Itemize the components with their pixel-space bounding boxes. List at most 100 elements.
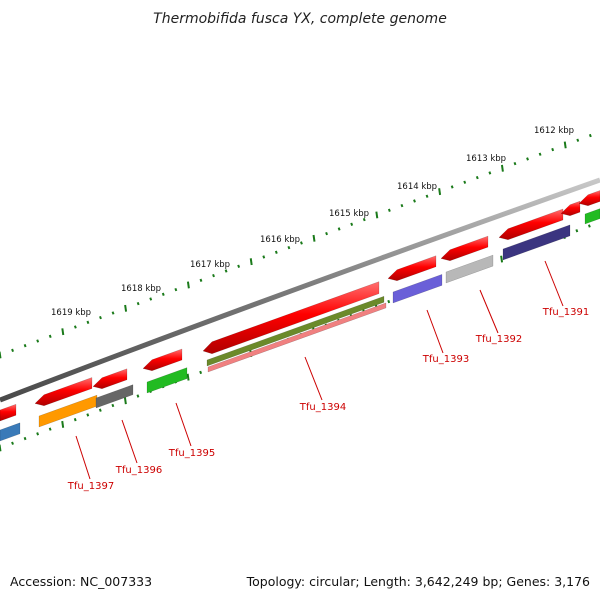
kbp-label: 1616 kbp — [260, 235, 300, 245]
scale-tick — [174, 287, 178, 292]
gene-bar-tfu-1396 — [95, 384, 134, 409]
cds-arrow — [92, 368, 128, 390]
scale-tick — [551, 147, 555, 152]
leader-line — [479, 289, 499, 334]
scale-tick — [23, 344, 27, 348]
scale-tick — [563, 141, 567, 149]
scale-tick — [186, 281, 190, 289]
map-title: Thermobifida fusca YX, complete genome — [153, 11, 447, 27]
cds-arrow — [560, 200, 581, 217]
scale-tick — [400, 203, 404, 208]
cds-arrow — [34, 377, 93, 407]
scale-tick — [111, 311, 115, 315]
scale-tick — [99, 315, 102, 320]
scale-tick — [73, 418, 77, 422]
scale-tick — [350, 222, 354, 226]
scale-tick — [362, 217, 366, 222]
gene-bar — [0, 422, 21, 442]
gene-label-tfu-1394[interactable]: Tfu_1394 — [299, 402, 346, 413]
gene-bar-tfu-1391 — [502, 224, 571, 261]
leader-line — [121, 419, 138, 464]
leader-line — [175, 402, 192, 447]
scale-tick — [36, 339, 40, 343]
scale-tick — [11, 348, 14, 352]
scale-tick — [111, 403, 115, 408]
accession-text: Accession: NC_007333 — [10, 574, 152, 589]
scale-tick — [438, 188, 442, 196]
scale-tick — [387, 208, 391, 212]
scale-tick — [199, 370, 203, 375]
scale-tick — [237, 264, 241, 268]
cds-arrow — [0, 403, 17, 422]
scale-track — [0, 133, 592, 359]
scale-tick — [274, 250, 278, 254]
leader-line — [304, 356, 323, 401]
scale-tick — [86, 320, 90, 324]
scale-tick — [375, 211, 379, 219]
scale-tick — [413, 199, 416, 203]
scale-tick — [23, 436, 27, 441]
gene-bar — [584, 208, 600, 225]
scale-tick — [526, 157, 529, 161]
scale-tick — [249, 258, 253, 266]
kbp-label: 1613 kbp — [466, 154, 506, 164]
scale-tick — [538, 152, 542, 156]
scale-tick — [463, 180, 467, 184]
scale-tick — [48, 334, 52, 338]
scale-tick — [300, 241, 303, 245]
gene-labels: Tfu_1391 Tfu_1392 Tfu_1393 Tfu_1394 Tfu_… — [67, 307, 589, 492]
gene-label-tfu-1397[interactable]: Tfu_1397 — [67, 481, 114, 492]
gene-label-tfu-1395[interactable]: Tfu_1395 — [168, 448, 215, 459]
scale-tick — [224, 269, 228, 273]
scale-tick — [98, 408, 102, 412]
scale-tick — [73, 325, 77, 329]
scale-tick — [86, 413, 90, 417]
kbp-label: 1615 kbp — [329, 209, 369, 219]
kbp-label: 1614 kbp — [397, 182, 437, 192]
scale-tick — [136, 394, 140, 398]
cds-arrow — [578, 190, 600, 207]
scale-tick — [61, 420, 65, 428]
scale-tick — [136, 301, 140, 306]
scale-tick — [161, 292, 165, 296]
scale-tick — [199, 278, 203, 282]
leader-line — [426, 309, 444, 354]
scale-tick — [287, 245, 291, 250]
gene-label-tfu-1391[interactable]: Tfu_1391 — [542, 307, 589, 318]
scale-tick — [425, 194, 429, 198]
scale-tick — [124, 304, 128, 312]
scale-tick — [186, 373, 190, 381]
cds-arrow — [142, 348, 183, 372]
scale-tick — [11, 441, 14, 445]
scale-tick — [500, 164, 504, 172]
gene-bar-tfu-1394 — [207, 302, 387, 373]
scale-tick — [387, 299, 391, 304]
gene-label-tfu-1393[interactable]: Tfu_1393 — [422, 354, 469, 365]
leader-line — [544, 260, 564, 307]
scale-tick — [337, 227, 341, 231]
gene-bar-tfu-1395 — [146, 367, 188, 394]
scale-tick — [575, 229, 579, 233]
genome-backbone — [0, 177, 600, 403]
gene-bar-tfu-1393 — [392, 274, 443, 304]
cds-arrow — [387, 255, 437, 282]
scale-tick — [149, 297, 153, 301]
kbp-label: 1618 kbp — [121, 284, 161, 294]
scale-tick — [123, 397, 127, 405]
scale-tick — [587, 224, 591, 228]
scale-tick — [325, 231, 328, 236]
gene-bar-tfu-1392 — [445, 254, 494, 284]
gene-label-tfu-1396[interactable]: Tfu_1396 — [115, 465, 162, 476]
kbp-label: 1612 kbp — [534, 126, 574, 136]
leader-line — [75, 435, 91, 480]
scale-tick — [488, 171, 492, 175]
gene-label-tfu-1392[interactable]: Tfu_1392 — [475, 334, 522, 345]
cds-arrow — [202, 281, 380, 355]
kbp-label: 1617 kbp — [190, 260, 230, 270]
genome-summary-text: Topology: circular; Length: 3,642,249 bp… — [246, 574, 590, 589]
scale-tick — [61, 328, 65, 336]
cds-arrow — [440, 235, 489, 262]
gene-bar-tfu-1394 — [206, 295, 385, 367]
